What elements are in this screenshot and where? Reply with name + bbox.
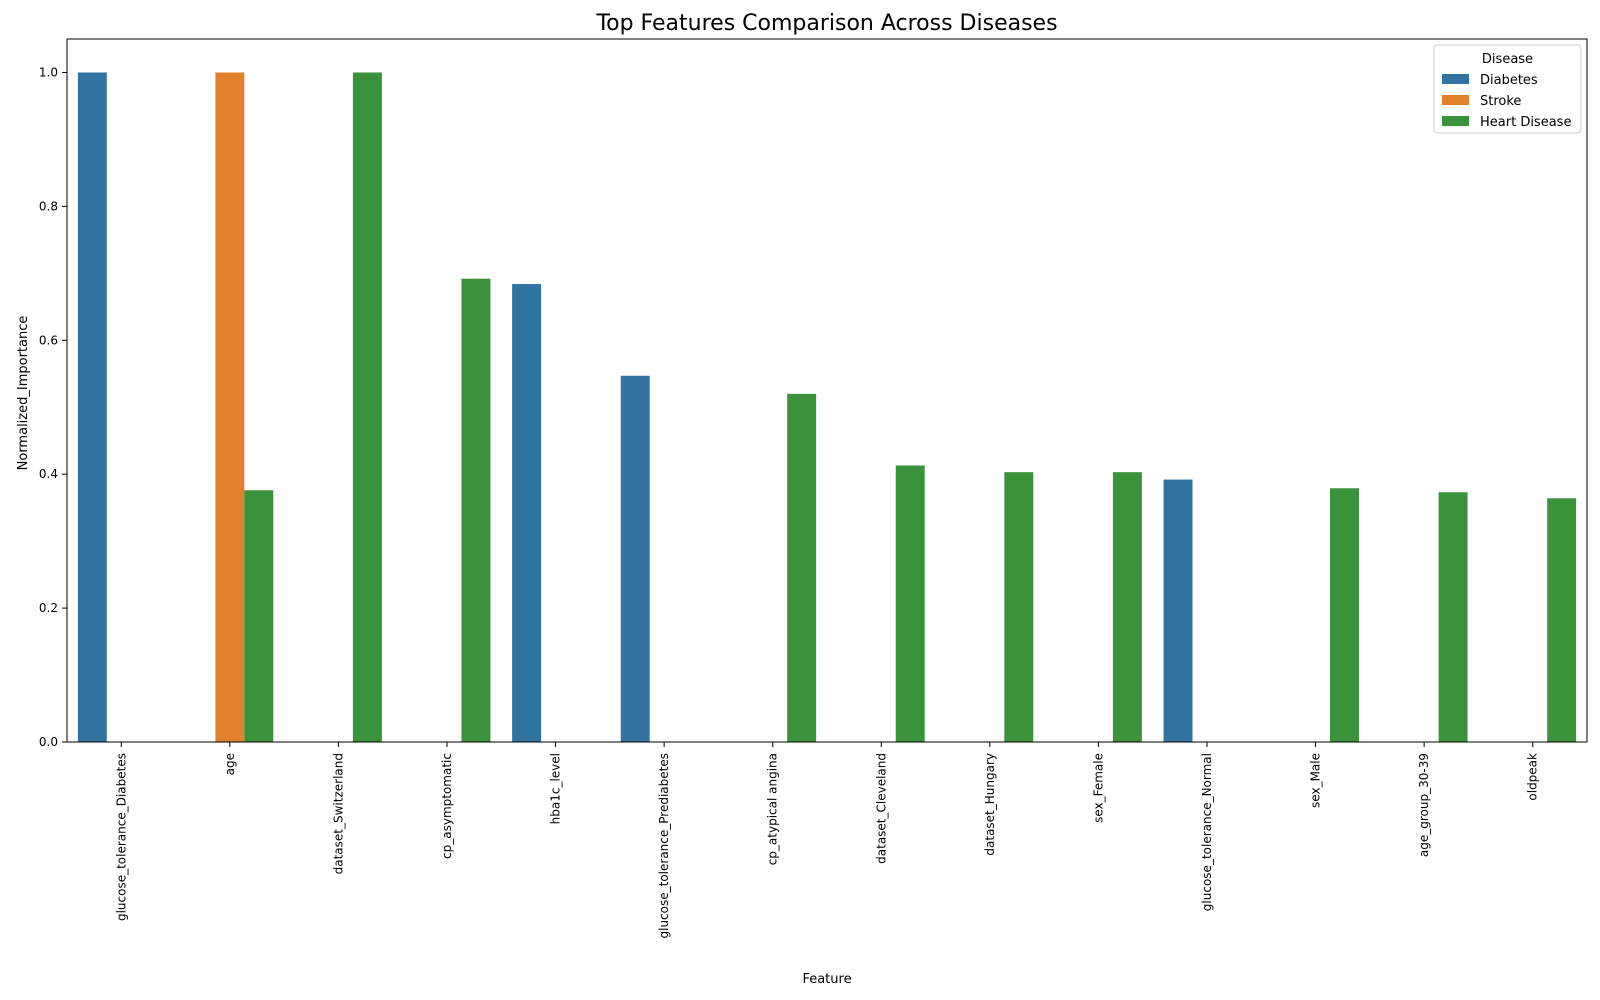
y-tick-label: 0.2 bbox=[39, 601, 58, 615]
x-tick-label: glucose_tolerance_Diabetes bbox=[114, 753, 128, 921]
x-tick-label: hba1c_level bbox=[549, 753, 563, 824]
bar-stroke bbox=[215, 72, 245, 743]
bar-heart-disease bbox=[895, 465, 925, 742]
plot-area: 0.0 0.2 0.4 0.6 0.8 1.0 glucose_tolerance_Diab… bbox=[39, 38, 1588, 939]
x-axis-label: Feature bbox=[802, 972, 851, 987]
x-tick-label: glucose_tolerance_Prediabetes bbox=[657, 753, 671, 939]
bar-heart-disease bbox=[1438, 492, 1468, 742]
x-tick-label: cp_atypical angina bbox=[766, 753, 780, 865]
bar-heart-disease bbox=[244, 490, 274, 742]
y-axis-label: Normalized_Importance bbox=[16, 316, 31, 471]
legend-label: Diabetes bbox=[1480, 73, 1538, 88]
x-tick-label: age_group_30-39 bbox=[1417, 753, 1431, 857]
bar-diabetes bbox=[1163, 479, 1193, 742]
bar-heart-disease bbox=[1004, 472, 1034, 742]
x-tick-label: sex_Male bbox=[1309, 753, 1323, 808]
legend-label: Heart Disease bbox=[1480, 115, 1571, 130]
plot-frame bbox=[66, 38, 1588, 743]
legend-box bbox=[1433, 44, 1582, 134]
y-tick-label: 1.0 bbox=[39, 65, 58, 79]
legend-label: Stroke bbox=[1480, 94, 1521, 109]
bar-heart-disease bbox=[1547, 498, 1577, 742]
legend-swatch-heart-disease bbox=[1442, 116, 1469, 126]
x-tick-label: cp_asymptomatic bbox=[440, 753, 454, 859]
bar-heart-disease bbox=[1330, 488, 1359, 742]
bar-diabetes bbox=[77, 72, 107, 743]
bar-heart-disease bbox=[352, 72, 382, 743]
x-tick-label: age bbox=[223, 753, 237, 775]
legend-swatch-diabetes bbox=[1442, 74, 1469, 84]
x-tick-label: dataset_Cleveland bbox=[874, 753, 888, 864]
x-tick-label: oldpeak bbox=[1526, 753, 1540, 801]
legend-title: Disease bbox=[1482, 52, 1533, 67]
bar-diabetes bbox=[620, 375, 650, 742]
x-tick-label: dataset_Switzerland bbox=[331, 753, 345, 874]
x-tick-label: sex_Female bbox=[1091, 753, 1105, 823]
bar-diabetes bbox=[512, 284, 542, 742]
x-tick-label: dataset_Hungary bbox=[983, 753, 997, 856]
chart-title: Top Features Comparison Across Diseases bbox=[595, 11, 1057, 36]
legend: Disease Diabetes Stroke Heart Disease bbox=[1433, 44, 1582, 134]
y-tick-label: 0.4 bbox=[39, 467, 58, 481]
bar-heart-disease bbox=[787, 393, 817, 742]
bar-heart-disease bbox=[461, 278, 491, 742]
bar-heart-disease bbox=[1112, 472, 1142, 742]
y-tick-label: 0.8 bbox=[39, 199, 58, 213]
y-tick-label: 0.0 bbox=[39, 735, 58, 749]
x-tick-label: glucose_tolerance_Normal bbox=[1200, 753, 1214, 911]
y-tick-label: 0.6 bbox=[39, 333, 58, 347]
legend-swatch-stroke bbox=[1442, 95, 1469, 105]
